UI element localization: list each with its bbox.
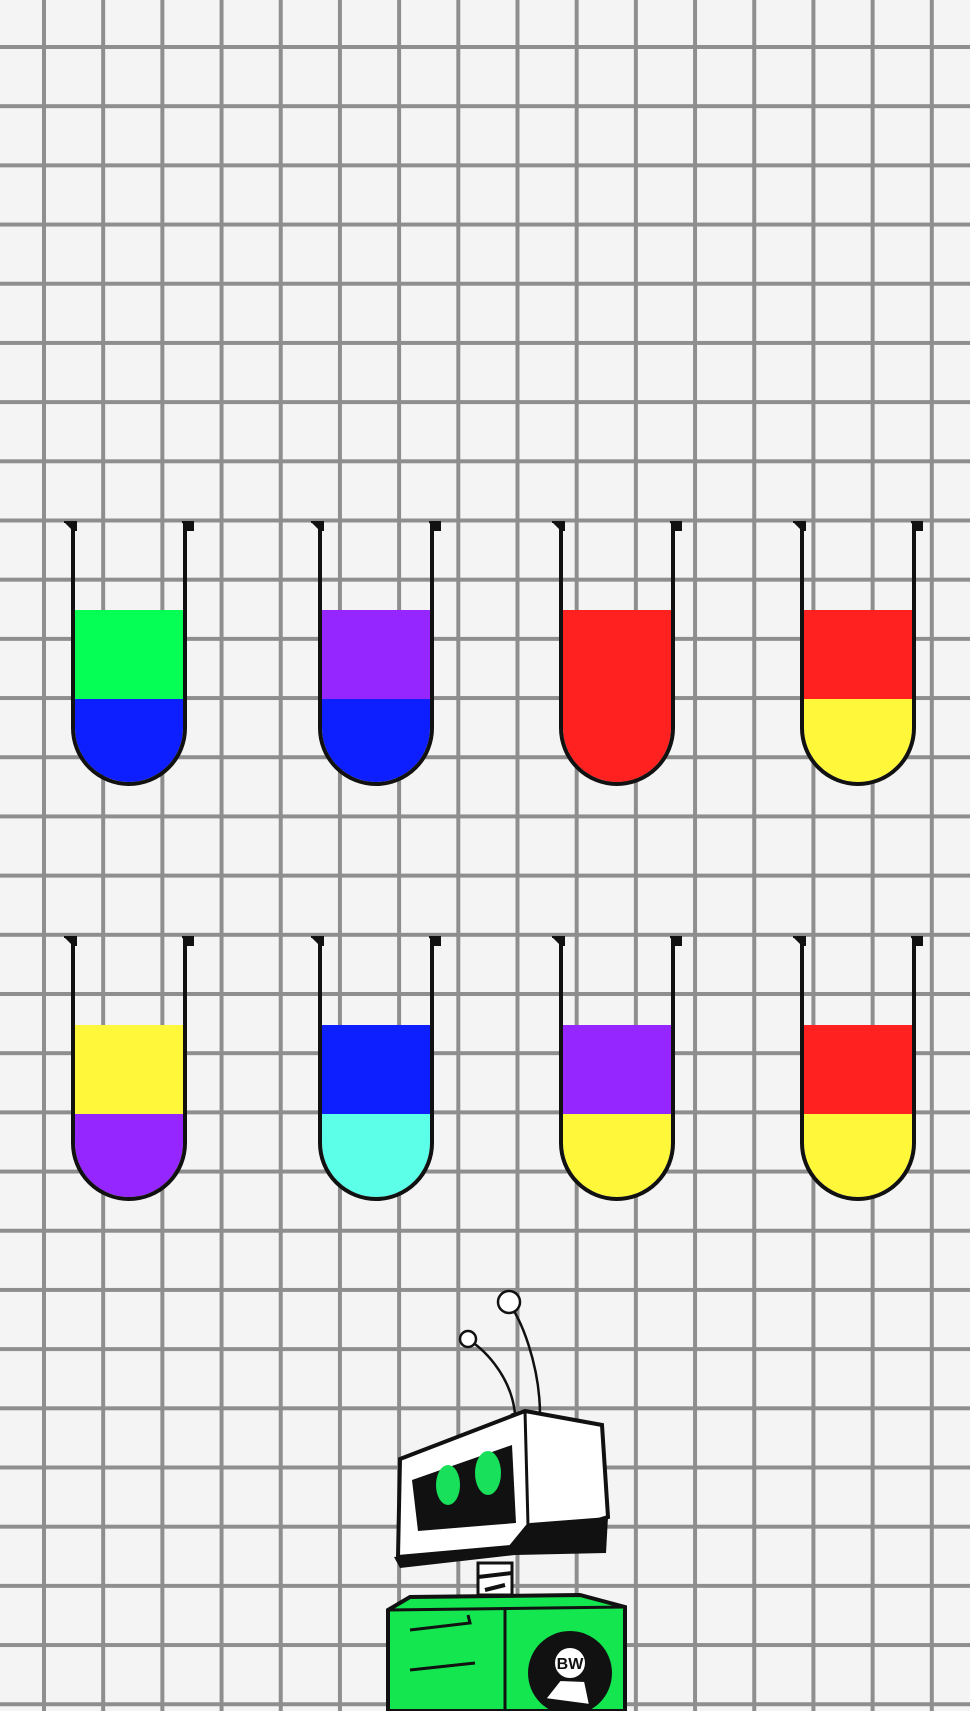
liquid-layer (75, 610, 183, 699)
test-tube-7[interactable] (552, 935, 682, 1201)
antenna-ball-left (458, 1329, 478, 1349)
robot-mascot: BW (380, 1285, 640, 1711)
liquid-layer (804, 610, 912, 699)
tube-glass (318, 524, 434, 786)
tube-glass (559, 939, 675, 1201)
test-tube-4[interactable] (793, 520, 923, 786)
liquid-layer (804, 1113, 912, 1197)
liquid-layer (322, 1025, 430, 1114)
antenna-left (467, 1338, 517, 1416)
liquid-layer (804, 1025, 912, 1114)
tube-glass (800, 524, 916, 786)
liquid-layer (804, 698, 912, 782)
robot-neck (476, 1561, 514, 1597)
tube-glass (559, 524, 675, 786)
tube-glass (318, 939, 434, 1201)
robot-eye-right (475, 1451, 501, 1495)
liquid-layer (563, 698, 671, 782)
liquid-layer (322, 1113, 430, 1197)
robot-eye-left (436, 1465, 460, 1505)
test-tube-1[interactable] (64, 520, 194, 786)
liquid-layer (322, 610, 430, 699)
antenna-ball-right (496, 1289, 522, 1315)
liquid-layer (563, 610, 671, 699)
liquid-layer (322, 698, 430, 782)
test-tube-6[interactable] (311, 935, 441, 1201)
test-tube-5[interactable] (64, 935, 194, 1201)
tube-glass (71, 939, 187, 1201)
liquid-layer (75, 698, 183, 782)
liquid-layer (563, 1113, 671, 1197)
test-tube-8[interactable] (793, 935, 923, 1201)
test-tube-3[interactable] (552, 520, 682, 786)
tube-glass (71, 524, 187, 786)
tube-glass (800, 939, 916, 1201)
test-tube-2[interactable] (311, 520, 441, 786)
liquid-layer (75, 1113, 183, 1197)
liquid-layer (563, 1025, 671, 1114)
robot-badge-text: BW (557, 1656, 585, 1673)
liquid-layer (75, 1025, 183, 1114)
